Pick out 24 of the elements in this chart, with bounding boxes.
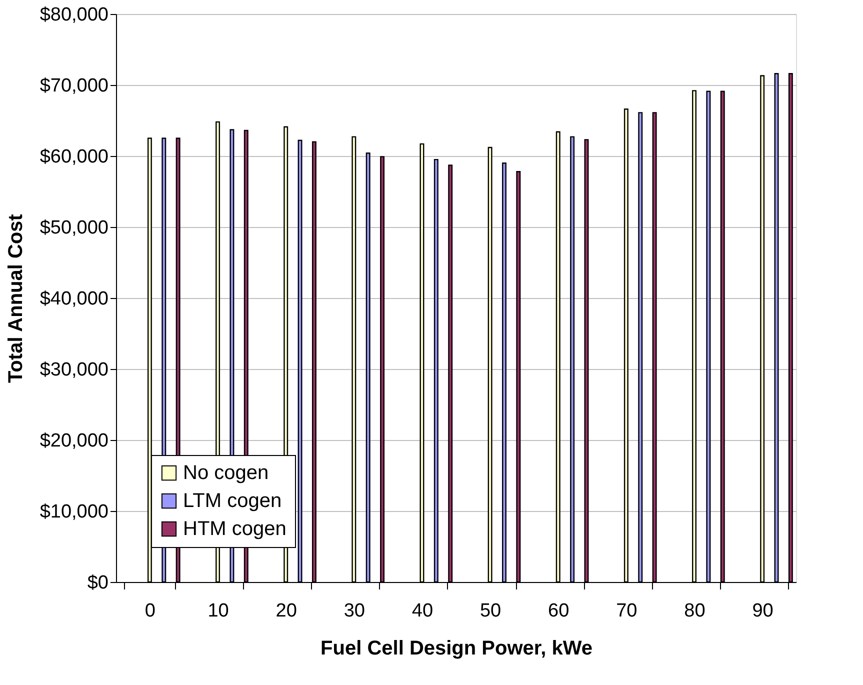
x-tick-label: 10 <box>208 600 229 622</box>
x-axis-title: Fuel Cell Design Power, kWe <box>320 638 592 660</box>
x-tick-label: 30 <box>344 600 365 622</box>
y-tick-label: $80,000 <box>40 4 108 26</box>
legend-label: HTM cogen <box>183 518 286 540</box>
x-tick-label: 90 <box>752 600 774 622</box>
y-axis-title: Total Annual Cost <box>4 214 27 383</box>
x-tick-label: 80 <box>684 600 706 622</box>
y-tick-label: $20,000 <box>40 430 108 452</box>
x-tick-label: 50 <box>480 600 502 622</box>
y-tick-label: $40,000 <box>40 288 108 310</box>
x-tick-label: 40 <box>412 600 434 622</box>
y-tick-label: $70,000 <box>40 76 108 96</box>
x-tick-label: 70 <box>616 600 638 622</box>
legend-label: No cogen <box>183 462 269 484</box>
x-tick-label: 60 <box>548 600 570 622</box>
y-tick-label: $0 <box>87 572 108 594</box>
y-tick-label: $30,000 <box>40 360 108 380</box>
y-tick-label: $60,000 <box>40 146 108 168</box>
x-tick-label: 0 <box>144 600 156 622</box>
y-tick-label: $10,000 <box>40 502 108 522</box>
x-tick-label: 20 <box>276 600 297 622</box>
legend-label: LTM cogen <box>183 490 282 512</box>
y-tick-label: $50,000 <box>40 218 108 238</box>
